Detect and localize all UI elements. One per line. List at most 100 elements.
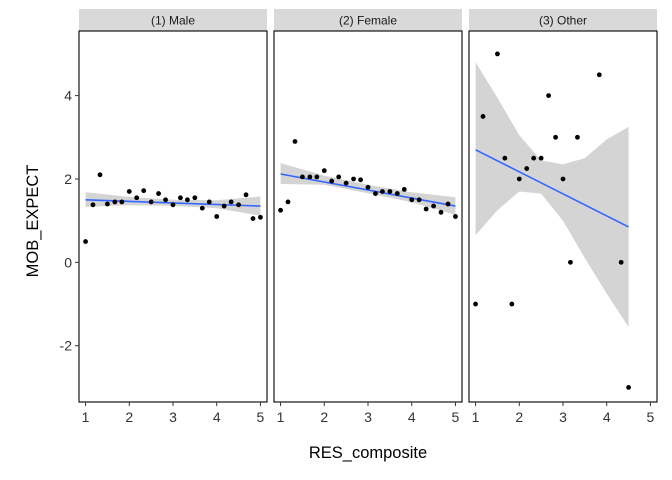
data-point: [531, 155, 537, 161]
facet-strip-2: [274, 9, 462, 31]
data-point: [416, 197, 422, 203]
data-point: [387, 189, 393, 194]
data-point: [553, 134, 558, 140]
y-tick-label: 0: [64, 254, 72, 270]
facet-strip-3: [469, 9, 657, 31]
data-point: [192, 195, 198, 201]
y-tick-label: 2: [64, 171, 72, 187]
panel-border-1: [78, 30, 268, 403]
data-point: [243, 192, 249, 198]
data-point: [90, 202, 96, 208]
data-point: [480, 114, 486, 119]
data-point: [285, 199, 291, 205]
x-tick-label: 1: [82, 409, 90, 425]
data-point: [560, 176, 566, 182]
y-axis: -2 0 2 4: [60, 88, 79, 354]
data-point: [373, 191, 378, 196]
facet-panel-3: (3) Other: [468, 9, 658, 403]
data-point: [546, 93, 551, 99]
data-point: [596, 72, 602, 78]
data-point: [524, 166, 530, 171]
x-tick-label: 4: [213, 409, 221, 425]
data-point: [163, 197, 168, 203]
data-point: [250, 216, 256, 221]
data-point: [453, 214, 458, 219]
data-point: [206, 199, 212, 205]
data-point: [343, 180, 349, 186]
data-point: [438, 209, 444, 215]
panel-border-2: [273, 30, 463, 403]
data-point: [199, 205, 205, 211]
data-point: [119, 199, 125, 205]
data-point: [423, 206, 429, 212]
data-point: [538, 155, 544, 161]
data-point: [236, 202, 241, 208]
data-point: [300, 174, 305, 180]
data-point: [214, 214, 220, 219]
facet-strip-label-1: (1) Male: [151, 14, 195, 28]
data-point: [126, 189, 132, 194]
x-tick-label: 3: [169, 409, 177, 425]
y-tick-label: 4: [64, 88, 72, 104]
x-tick-label: 5: [647, 409, 655, 425]
data-point: [178, 195, 183, 201]
x-tick-label: 3: [559, 409, 567, 425]
data-point: [445, 201, 451, 207]
x-tick-label: 5: [452, 409, 460, 425]
confidence-band-3: [475, 62, 629, 328]
data-point: [314, 174, 320, 180]
data-point: [509, 301, 515, 307]
x-tick-label: 1: [472, 409, 480, 425]
data-point: [495, 51, 500, 57]
data-point: [409, 197, 415, 203]
x-tick-label: 5: [257, 409, 265, 425]
x-tick-label: 4: [603, 409, 611, 425]
data-point: [141, 188, 147, 194]
data-point: [329, 178, 335, 184]
facet-strip-label-3: (3) Other: [539, 14, 587, 28]
data-point: [228, 199, 234, 205]
data-point: [394, 191, 400, 196]
data-point: [618, 259, 624, 265]
x-tick-label: 4: [408, 409, 416, 425]
data-point: [97, 172, 103, 178]
data-point: [431, 203, 436, 209]
x-tick-label: 2: [515, 409, 523, 425]
x-tick-label: 2: [320, 409, 328, 425]
data-point: [292, 139, 298, 144]
regression-line-3: [475, 149, 629, 228]
data-point: [105, 201, 110, 207]
data-point: [258, 214, 263, 220]
data-point: [351, 176, 356, 182]
facet-panel-1: (1) Male: [78, 9, 268, 403]
facet-strip-1: [79, 9, 267, 31]
data-point: [148, 199, 154, 205]
data-point: [278, 207, 283, 213]
x-tick-label: 1: [277, 409, 285, 425]
regression-line-2: [280, 173, 456, 207]
data-point: [134, 195, 140, 201]
x-tick-label: 3: [364, 409, 372, 425]
data-point: [170, 202, 176, 208]
data-point: [502, 155, 508, 161]
facet-panel-2: (2) Female: [273, 9, 463, 403]
data-point: [185, 197, 190, 203]
data-point: [112, 199, 118, 205]
data-point: [336, 174, 342, 180]
y-axis-title: MOB_EXPECT: [24, 165, 42, 278]
y-tick-label: -2: [60, 338, 73, 354]
facet-panels: (1) Male (2) Female (3) Other: [78, 9, 658, 403]
facet-strip-label-2: (2) Female: [339, 14, 397, 28]
data-point: [473, 301, 478, 307]
data-point: [365, 184, 371, 190]
data-point: [307, 174, 313, 180]
data-point: [321, 168, 327, 174]
x-tick-label: 2: [125, 409, 133, 425]
data-point: [358, 177, 363, 183]
data-point: [516, 176, 522, 182]
data-point: [221, 203, 227, 209]
data-point: [380, 189, 385, 194]
data-point: [626, 385, 631, 390]
